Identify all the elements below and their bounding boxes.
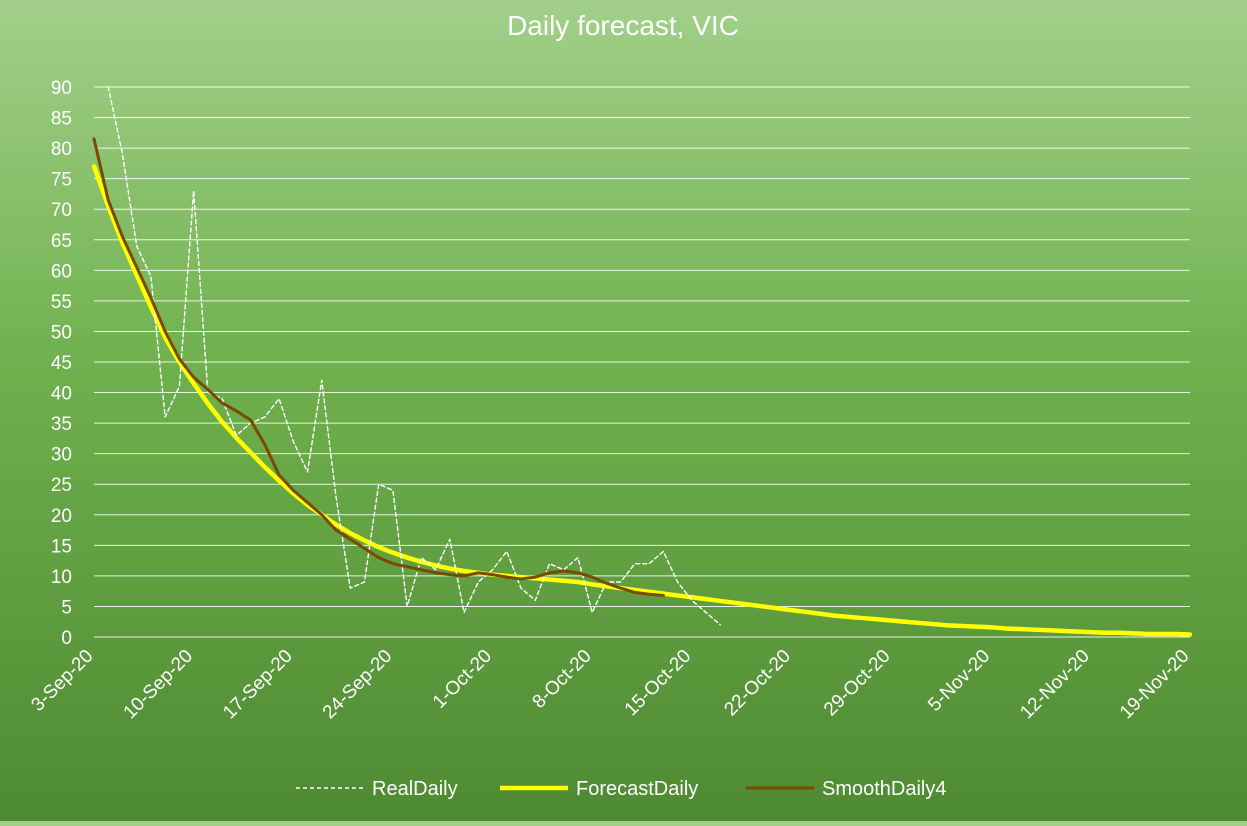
y-tick-label: 10 <box>51 567 72 588</box>
y-tick-label: 35 <box>51 414 72 435</box>
x-axis-tick-labels: 3-Sep-20 10-Sep-20 17-Sep-20 24-Sep-20 1-Oct… <box>27 646 1193 724</box>
y-tick-label: 25 <box>51 475 72 496</box>
x-tick-label: 10-Sep-20 <box>120 646 198 724</box>
x-tick-label: 17-Sep-20 <box>219 646 297 724</box>
y-tick-label: 50 <box>51 322 72 343</box>
y-tick-label: 5 <box>61 597 72 618</box>
y-tick-label: 90 <box>51 78 72 99</box>
y-tick-label: 0 <box>61 628 72 649</box>
x-tick-label: 29-Oct-20 <box>820 646 895 721</box>
x-tick-label: 8-Oct-20 <box>529 646 596 713</box>
y-tick-label: 20 <box>51 506 72 527</box>
x-tick-label: 22-Oct-20 <box>720 646 795 721</box>
y-tick-label: 55 <box>51 292 72 313</box>
legend-label-forecastdaily: ForecastDaily <box>576 778 698 800</box>
x-tick-label: 19-Nov-20 <box>1116 646 1194 724</box>
series-lines <box>91 86 1193 637</box>
chart-title: Daily forecast, VIC <box>507 10 739 41</box>
x-tick-label: 1-Oct-20 <box>429 646 496 713</box>
y-tick-label: 45 <box>51 353 72 374</box>
gridlines <box>94 86 1190 638</box>
y-tick-label: 85 <box>51 109 72 130</box>
y-tick-label: 30 <box>51 445 72 466</box>
legend-label-realdaily: RealDaily <box>372 778 458 800</box>
y-tick-label: 40 <box>51 384 72 405</box>
x-tick-label: 15-Oct-20 <box>621 646 696 721</box>
series-line-realdaily <box>107 86 721 626</box>
y-axis-tick-labels: 0 5 10 15 20 25 30 35 40 45 50 55 60 65 70 75 80 85 90 <box>51 78 72 649</box>
series-line-forecastdaily <box>91 164 1193 637</box>
legend: RealDaily ForecastDaily SmoothDaily4 <box>296 778 947 800</box>
legend-label-smoothdaily4: SmoothDaily4 <box>822 778 947 800</box>
x-tick-label: 3-Sep-20 <box>27 646 97 716</box>
y-tick-label: 15 <box>51 536 72 557</box>
x-tick-label: 24-Sep-20 <box>319 646 397 724</box>
y-tick-label: 75 <box>51 170 72 191</box>
y-tick-label: 80 <box>51 139 72 160</box>
x-tick-label: 12-Nov-20 <box>1016 646 1094 724</box>
x-tick-label: 5-Nov-20 <box>924 646 994 716</box>
y-tick-label: 70 <box>51 200 72 221</box>
y-tick-label: 65 <box>51 231 72 252</box>
y-tick-label: 60 <box>51 261 72 282</box>
series-line-smoothdaily4 <box>92 137 665 597</box>
